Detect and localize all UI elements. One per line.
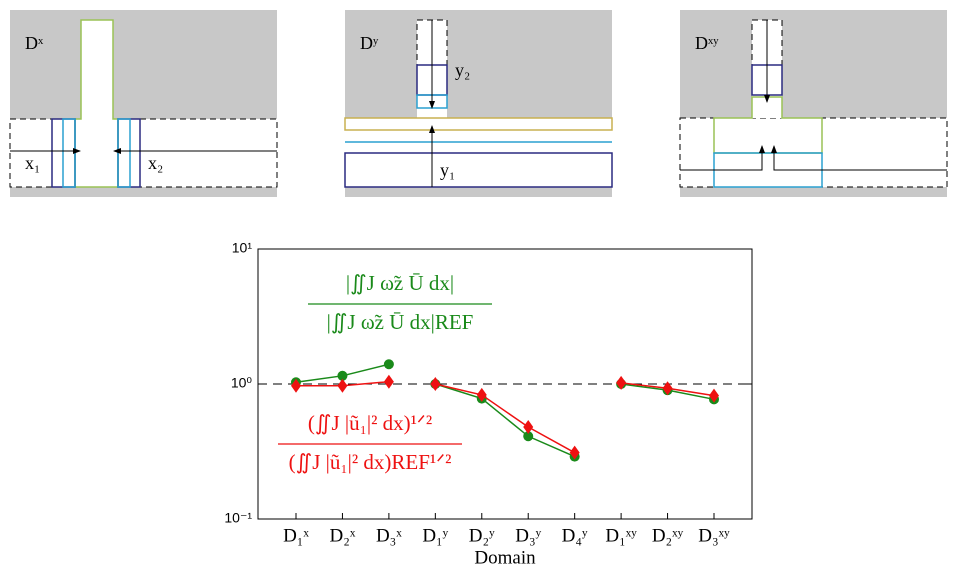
diagram-x: Dˣ x₁ x₂ [9,10,278,197]
marker [383,374,394,389]
marker [383,359,394,370]
x-tick-label: D₂ˣʸ [652,525,684,546]
annotation-numerator: (∬J |ũ₁|² dx)¹ᐟ² [308,411,432,435]
diagram-label: Dʸ [360,33,379,53]
series-line [435,383,575,458]
diagram-annotation: y₁ [440,160,455,180]
marker [430,377,441,391]
diagram-annotation: y₂ [455,60,470,80]
x-tick-label: D₃ˣ [376,525,402,546]
x-axis-label: Domain [474,547,536,568]
diagram-annotation: x₂ [148,153,163,173]
diagram-label: Dˣʸ [695,33,719,53]
marker [616,375,627,390]
marker [569,445,580,460]
diagram-annotation: x₁ [25,153,40,173]
x-tick-label: D₄ʸ [562,525,588,546]
y-tick-label: 10⁰ [231,375,253,391]
annotation-numerator: |∬J ω̃z Ū dx| [346,271,454,295]
marker [662,381,673,396]
annotation-denominator: |∬J ω̃z Ū dx|REF [327,310,474,334]
marker [523,431,534,442]
x-tick-label: D₁ˣʸ [605,525,637,546]
marker [523,420,534,435]
x-tick-label: D₁ʸ [422,525,448,546]
series-line [435,383,576,454]
chart: 10⁻¹ 10⁰ 10¹ D₁ˣ D₂ˣ D₃ˣ D₁ʸ D₂ʸ D₃ʸ D₄ʸ D₁ˣʸ D₂ˣʸ D… [224,240,753,568]
diagram-xy: Dˣʸ [679,10,948,197]
y-tick-label: 10¹ [232,240,253,256]
marker [709,388,719,403]
diagram-label: Dˣ [25,33,44,53]
marker [476,387,487,402]
x-tick-label: D₁ˣ [283,525,309,546]
y-tick-label: 10⁻¹ [224,510,252,526]
x-tick-label: D₃ʸ [515,525,541,546]
marker [337,378,348,393]
diagram-y: Dʸ y₂ y₁ [344,10,613,197]
x-tick-label: D₂ˣ [330,525,356,546]
x-tick-label: D₃ˣʸ [698,525,730,546]
marker [291,378,301,393]
annotation-denominator: (∬J |ũ₁|² dx)REF¹ᐟ² [289,450,452,474]
x-tick-label: D₂ʸ [469,525,495,546]
marker [337,370,348,381]
